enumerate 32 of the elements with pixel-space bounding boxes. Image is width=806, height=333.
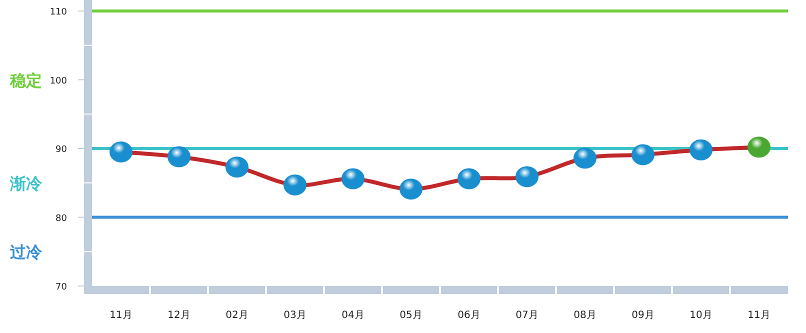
x-tick-label: 04月 [342, 310, 364, 321]
y-tick-label: 90 [56, 145, 68, 155]
y-tick-label: 70 [56, 282, 68, 292]
text: 过冷 [9, 242, 43, 262]
point [690, 139, 712, 160]
x-tick-label: 02月 [226, 310, 248, 321]
point [516, 166, 538, 188]
point [400, 178, 422, 200]
y-tick-label: 100 [50, 76, 68, 86]
text: 稳定 [9, 70, 42, 90]
point [632, 144, 654, 166]
x-tick-label: 05月 [400, 310, 422, 321]
x-tick-label: 03月 [284, 310, 306, 321]
point [110, 141, 132, 162]
x-tick-label: 07月 [516, 310, 538, 321]
point [458, 168, 480, 190]
x-tick-label: 08月 [574, 310, 596, 321]
x-tick-label: 11月 [748, 310, 770, 321]
point [748, 136, 770, 158]
x-tick-label: 12月 [168, 310, 190, 321]
point [226, 156, 248, 178]
x-tick-label: 10月 [690, 310, 712, 321]
point [574, 148, 596, 169]
point [168, 146, 190, 168]
x-tick-label: 11月 [110, 310, 132, 321]
y-tick-label: 110 [50, 8, 68, 18]
y-tick-label: 80 [56, 214, 68, 224]
x-tick-label: 09月 [632, 310, 654, 321]
point [284, 174, 306, 196]
text: 渐冷 [9, 174, 43, 193]
x-tick-label: 06月 [458, 310, 480, 321]
point [342, 168, 364, 190]
